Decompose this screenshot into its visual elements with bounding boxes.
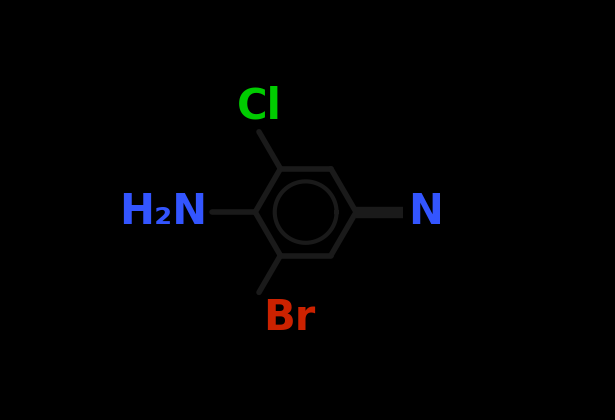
Text: N: N (408, 191, 443, 233)
Text: H₂N: H₂N (119, 191, 208, 233)
Text: Br: Br (263, 297, 315, 339)
Text: Cl: Cl (237, 86, 282, 128)
